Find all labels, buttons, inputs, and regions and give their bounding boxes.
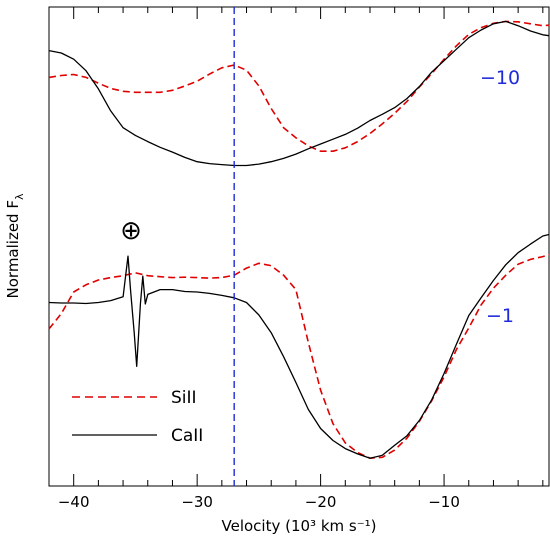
series-line-top-caii — [48, 20, 550, 167]
series-line-bottom-caii — [48, 233, 550, 459]
series-line-top-siii — [48, 20, 550, 152]
x-tick-label: −40 — [58, 493, 90, 511]
x-tick-label: −10 — [428, 493, 460, 511]
legend: SiII CaII — [72, 388, 203, 446]
x-ticks — [73, 7, 544, 486]
series-line-bottom-siii — [48, 253, 550, 459]
y-axis-title: Normalized Fλ — [4, 193, 26, 298]
x-tick-label: −30 — [181, 493, 213, 511]
series-layer — [48, 20, 550, 459]
phase-label-bottom: −1 — [486, 305, 514, 327]
legend-label-siII: SiII — [171, 388, 197, 408]
x-axis-title: Velocity (10³ km s⁻¹) — [222, 517, 377, 535]
phase-label-top: −10 — [480, 67, 520, 89]
x-tick-labels: −40 −30 −20 −10 — [58, 493, 460, 511]
telluric-earth-icon: ⊕ — [120, 216, 142, 246]
x-tick-label: −20 — [305, 493, 337, 511]
plot-frame — [48, 6, 550, 487]
legend-label-caII: CaII — [171, 426, 203, 446]
